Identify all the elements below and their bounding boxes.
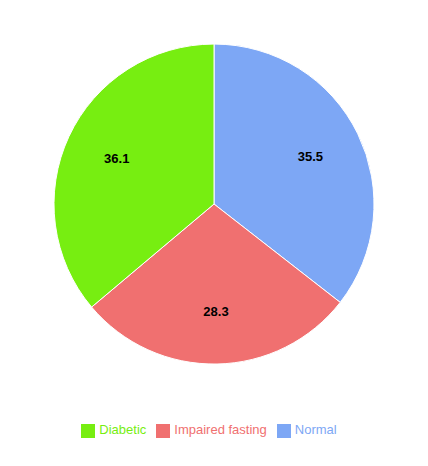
html-text:Impaired fasting: Impaired fasting <box>174 422 267 438</box>
svg-text:35.5: 35.5 <box>298 149 323 164</box>
svg-text:36.1: 36.1 <box>104 151 129 166</box>
svg-text:28.3: 28.3 <box>203 304 228 319</box>
html-text:Diabetic: Diabetic <box>99 422 147 438</box>
html-text:Normal: Normal <box>294 422 337 438</box>
